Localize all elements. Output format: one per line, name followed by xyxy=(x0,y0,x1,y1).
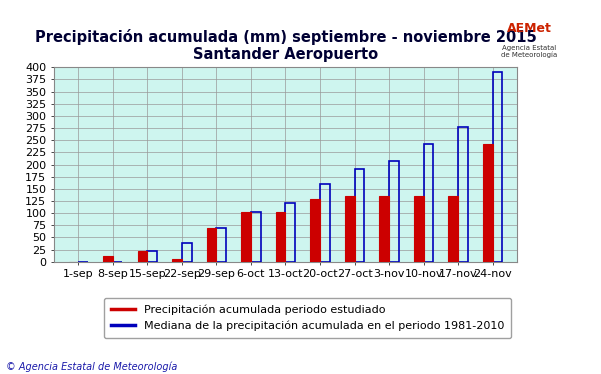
Bar xyxy=(103,256,113,262)
Text: Agencia Estatal
de Meteorología: Agencia Estatal de Meteorología xyxy=(501,45,557,58)
Bar xyxy=(389,161,398,262)
Legend: Precipitación acumulada periodo estudiado, Mediana de la precipitación acumulada: Precipitación acumulada periodo estudiad… xyxy=(104,298,511,338)
Bar xyxy=(182,243,192,262)
Bar xyxy=(483,144,493,262)
Bar xyxy=(138,251,147,262)
Bar xyxy=(216,228,226,262)
Bar xyxy=(355,169,364,262)
Bar xyxy=(345,196,355,262)
Bar xyxy=(147,251,157,262)
Text: © Agencia Estatal de Meteorología: © Agencia Estatal de Meteorología xyxy=(6,362,177,372)
Bar xyxy=(424,144,433,262)
Bar xyxy=(276,212,285,262)
Bar xyxy=(458,127,468,262)
Bar xyxy=(448,196,458,262)
Bar xyxy=(414,196,424,262)
Bar xyxy=(320,184,330,262)
Bar xyxy=(285,203,295,262)
Bar xyxy=(241,212,251,262)
Title: Precipitación acumulada (mm) septiembre - noviembre 2015
Santander Aeropuerto: Precipitación acumulada (mm) septiembre … xyxy=(35,28,536,62)
Bar xyxy=(379,196,389,262)
Bar xyxy=(310,199,320,262)
Bar xyxy=(493,72,502,262)
Bar xyxy=(207,228,216,262)
Bar xyxy=(172,260,182,262)
Bar xyxy=(251,212,261,262)
Text: AEMet: AEMet xyxy=(507,22,551,36)
